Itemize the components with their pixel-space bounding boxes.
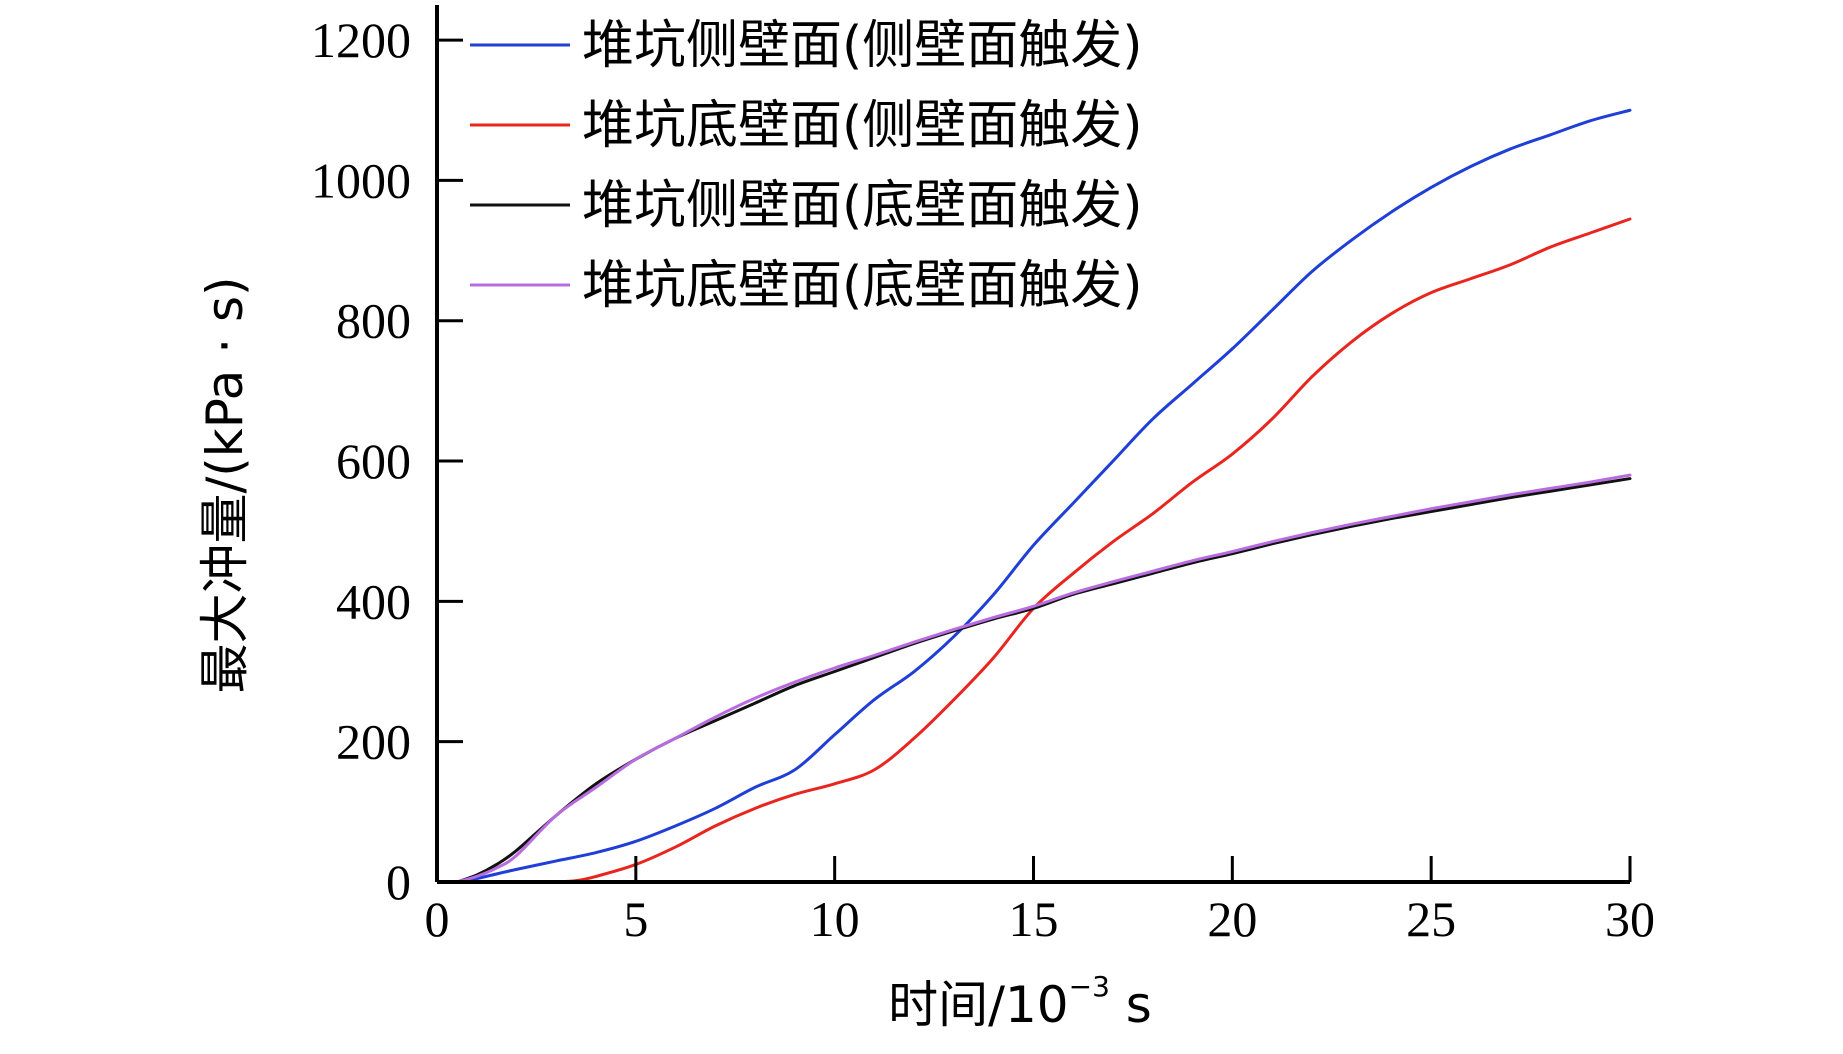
x-tick-label: 5 xyxy=(623,891,648,947)
series-line-2 xyxy=(554,217,1632,884)
y-tick-label: 1200 xyxy=(311,12,411,68)
legend-label-3: 堆坑侧壁面(底壁面触发) xyxy=(582,176,1143,236)
ticks-layer: 0 5 10 15 20 25 30 0 200 400 600 800 1000 1200 xyxy=(311,12,1655,947)
x-axis-title-unit: s xyxy=(1110,976,1152,1034)
y-tick-label: 200 xyxy=(336,714,411,770)
x-axis-title-exponent: −3 xyxy=(1069,970,1110,1003)
x-tick-label: 10 xyxy=(810,891,860,947)
legend-label-2: 堆坑底壁面(侧壁面触发) xyxy=(582,96,1143,156)
x-axis-title: 时间/10−3 s xyxy=(888,970,1152,1034)
y-tick-label: 400 xyxy=(336,573,411,629)
series-layer xyxy=(455,108,1632,884)
y-tick-label: 0 xyxy=(386,854,411,910)
legend-label-1: 堆坑侧壁面(侧壁面触发) xyxy=(582,16,1143,76)
x-tick-label: 30 xyxy=(1605,891,1655,947)
y-tick-label: 600 xyxy=(336,433,411,489)
x-tick-label: 0 xyxy=(425,891,450,947)
x-tick-label: 15 xyxy=(1009,891,1059,947)
series-line-1 xyxy=(455,108,1632,884)
y-tick-label: 800 xyxy=(336,293,411,349)
legend-label-4: 堆坑底壁面(底壁面触发) xyxy=(582,256,1143,316)
y-axis-title: 最大冲量/(kPa · s) xyxy=(196,276,254,693)
x-axis-title-text: 时间/10 xyxy=(888,976,1068,1034)
y-tick-label: 1000 xyxy=(311,152,411,208)
series-line-3 xyxy=(455,477,1632,884)
legend: 堆坑侧壁面(侧壁面触发) 堆坑底壁面(侧壁面触发) 堆坑侧壁面(底壁面触发) 堆坑底壁… xyxy=(470,16,1143,316)
x-tick-label: 25 xyxy=(1406,891,1456,947)
series-line-4 xyxy=(455,473,1632,884)
x-tick-label: 20 xyxy=(1207,891,1257,947)
